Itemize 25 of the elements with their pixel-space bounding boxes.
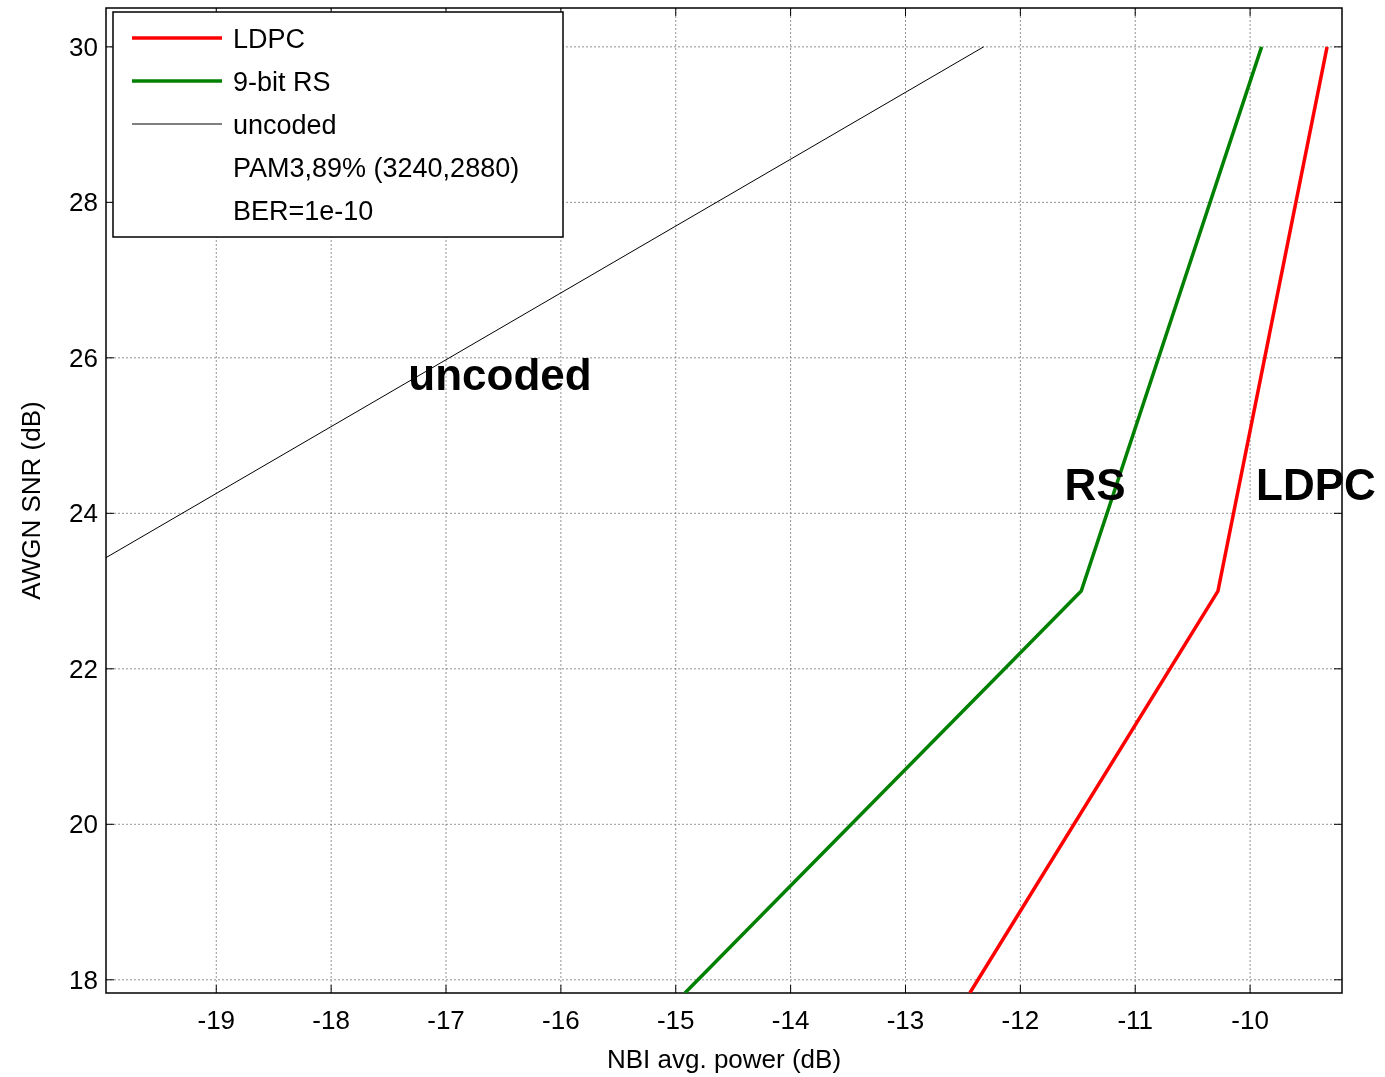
legend-label: 9-bit RS bbox=[233, 67, 331, 97]
x-tick-label: -14 bbox=[771, 1005, 810, 1035]
x-tick-label: -13 bbox=[886, 1005, 925, 1035]
legend-label: uncoded bbox=[233, 110, 337, 140]
y-tick-label: 20 bbox=[69, 809, 98, 840]
y-tick-label: 26 bbox=[69, 342, 98, 373]
y-tick-label: 30 bbox=[69, 31, 98, 62]
x-tick-label: -18 bbox=[312, 1005, 350, 1035]
x-tick-label: -19 bbox=[197, 1005, 236, 1035]
annotation: BER=1e-10 bbox=[233, 196, 374, 226]
y-tick-label: 18 bbox=[69, 964, 98, 995]
y-tick-label: 28 bbox=[69, 187, 98, 218]
x-tick-label: -11 bbox=[1117, 1005, 1154, 1035]
y-axis-title: AWGN SNR (dB) bbox=[16, 401, 46, 600]
x-tick-label: -12 bbox=[1001, 1005, 1040, 1035]
x-tick-label: -15 bbox=[656, 1005, 695, 1035]
x-axis-title: NBI avg. power (dB) bbox=[606, 1044, 842, 1074]
x-tick-label: -16 bbox=[542, 1005, 580, 1035]
y-tick-label: 22 bbox=[69, 653, 98, 684]
legend-label: LDPC bbox=[233, 24, 306, 54]
annotation: uncoded bbox=[408, 350, 592, 399]
annotation: PAM3,89% (3240,2880) bbox=[233, 153, 520, 183]
x-tick-label: -10 bbox=[1231, 1005, 1269, 1035]
y-tick-label: 24 bbox=[69, 498, 98, 529]
x-tick-label: -17 bbox=[427, 1005, 465, 1035]
